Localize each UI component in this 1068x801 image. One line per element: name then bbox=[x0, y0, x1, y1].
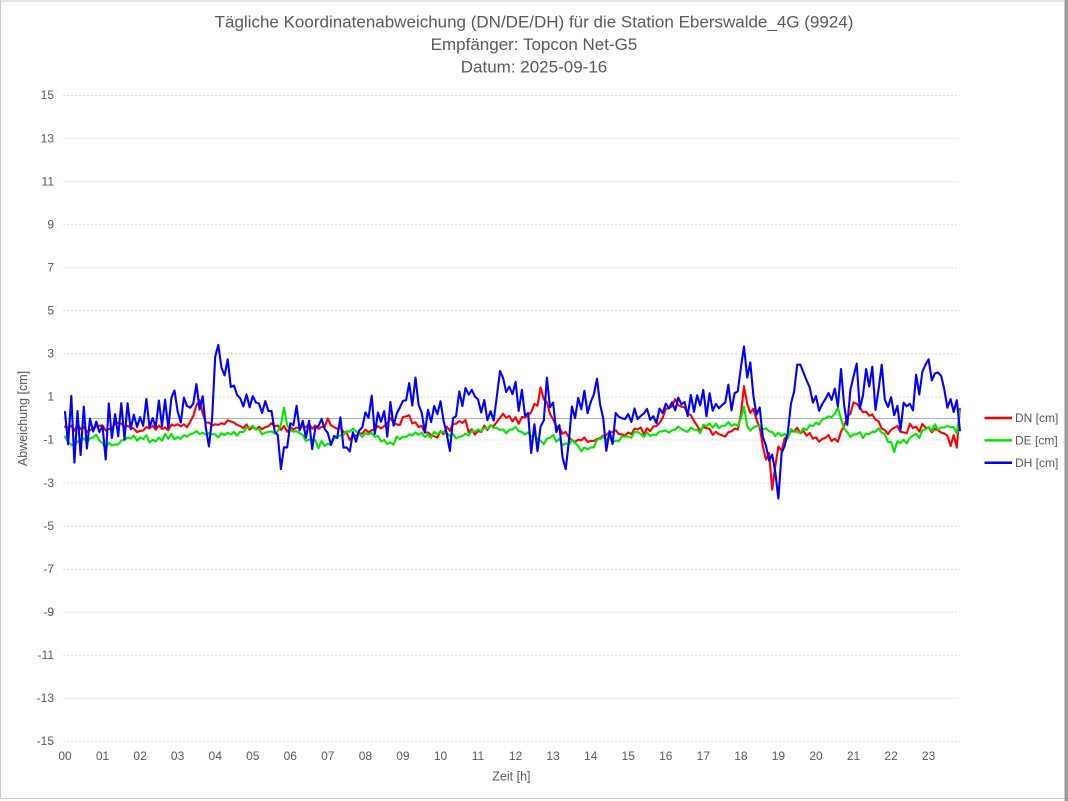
svg-text:DN [cm]: DN [cm] bbox=[1015, 411, 1058, 425]
svg-text:19: 19 bbox=[772, 749, 786, 763]
svg-text:7: 7 bbox=[47, 261, 54, 275]
svg-text:DH [cm]: DH [cm] bbox=[1015, 456, 1058, 470]
svg-text:-11: -11 bbox=[38, 648, 55, 662]
svg-text:Empfänger: Topcon Net-G5: Empfänger: Topcon Net-G5 bbox=[431, 35, 638, 54]
svg-text:13: 13 bbox=[546, 749, 560, 763]
svg-text:-7: -7 bbox=[43, 562, 54, 576]
svg-text:17: 17 bbox=[697, 749, 711, 763]
svg-text:00: 00 bbox=[58, 749, 72, 763]
svg-text:18: 18 bbox=[734, 749, 748, 763]
svg-text:08: 08 bbox=[359, 749, 373, 763]
svg-text:11: 11 bbox=[42, 174, 55, 188]
svg-text:06: 06 bbox=[284, 749, 298, 763]
svg-text:01: 01 bbox=[96, 749, 110, 763]
svg-text:16: 16 bbox=[659, 749, 673, 763]
svg-text:3: 3 bbox=[47, 347, 54, 361]
svg-text:10: 10 bbox=[434, 749, 448, 763]
svg-text:Abweichung [cm]: Abweichung [cm] bbox=[16, 371, 30, 466]
svg-text:-13: -13 bbox=[37, 691, 55, 705]
svg-text:02: 02 bbox=[133, 749, 147, 763]
svg-text:20: 20 bbox=[809, 749, 823, 763]
svg-text:15: 15 bbox=[41, 88, 55, 102]
svg-text:-5: -5 bbox=[43, 519, 54, 533]
svg-text:Tägliche Koordinatenabweichung: Tägliche Koordinatenabweichung (DN/DE/DH… bbox=[215, 13, 854, 32]
svg-text:11: 11 bbox=[472, 749, 485, 763]
svg-text:23: 23 bbox=[922, 749, 936, 763]
svg-text:15: 15 bbox=[622, 749, 636, 763]
svg-text:14: 14 bbox=[584, 749, 598, 763]
svg-text:13: 13 bbox=[41, 131, 55, 145]
svg-text:22: 22 bbox=[884, 749, 898, 763]
svg-text:05: 05 bbox=[246, 749, 260, 763]
svg-text:03: 03 bbox=[171, 749, 185, 763]
svg-text:-1: -1 bbox=[43, 433, 54, 447]
svg-text:09: 09 bbox=[396, 749, 410, 763]
svg-text:5: 5 bbox=[47, 304, 54, 318]
svg-text:DE [cm]: DE [cm] bbox=[1015, 434, 1058, 448]
svg-text:9: 9 bbox=[47, 217, 54, 231]
svg-text:Zeit [h]: Zeit [h] bbox=[492, 770, 530, 784]
svg-text:04: 04 bbox=[209, 749, 223, 763]
svg-text:12: 12 bbox=[509, 749, 523, 763]
svg-text:Datum: 2025-09-16: Datum: 2025-09-16 bbox=[461, 58, 607, 77]
svg-text:21: 21 bbox=[847, 749, 861, 763]
svg-text:-3: -3 bbox=[43, 476, 54, 490]
svg-text:-15: -15 bbox=[37, 734, 55, 748]
svg-text:-9: -9 bbox=[43, 605, 54, 619]
svg-text:07: 07 bbox=[321, 749, 335, 763]
svg-text:1: 1 bbox=[47, 390, 54, 404]
